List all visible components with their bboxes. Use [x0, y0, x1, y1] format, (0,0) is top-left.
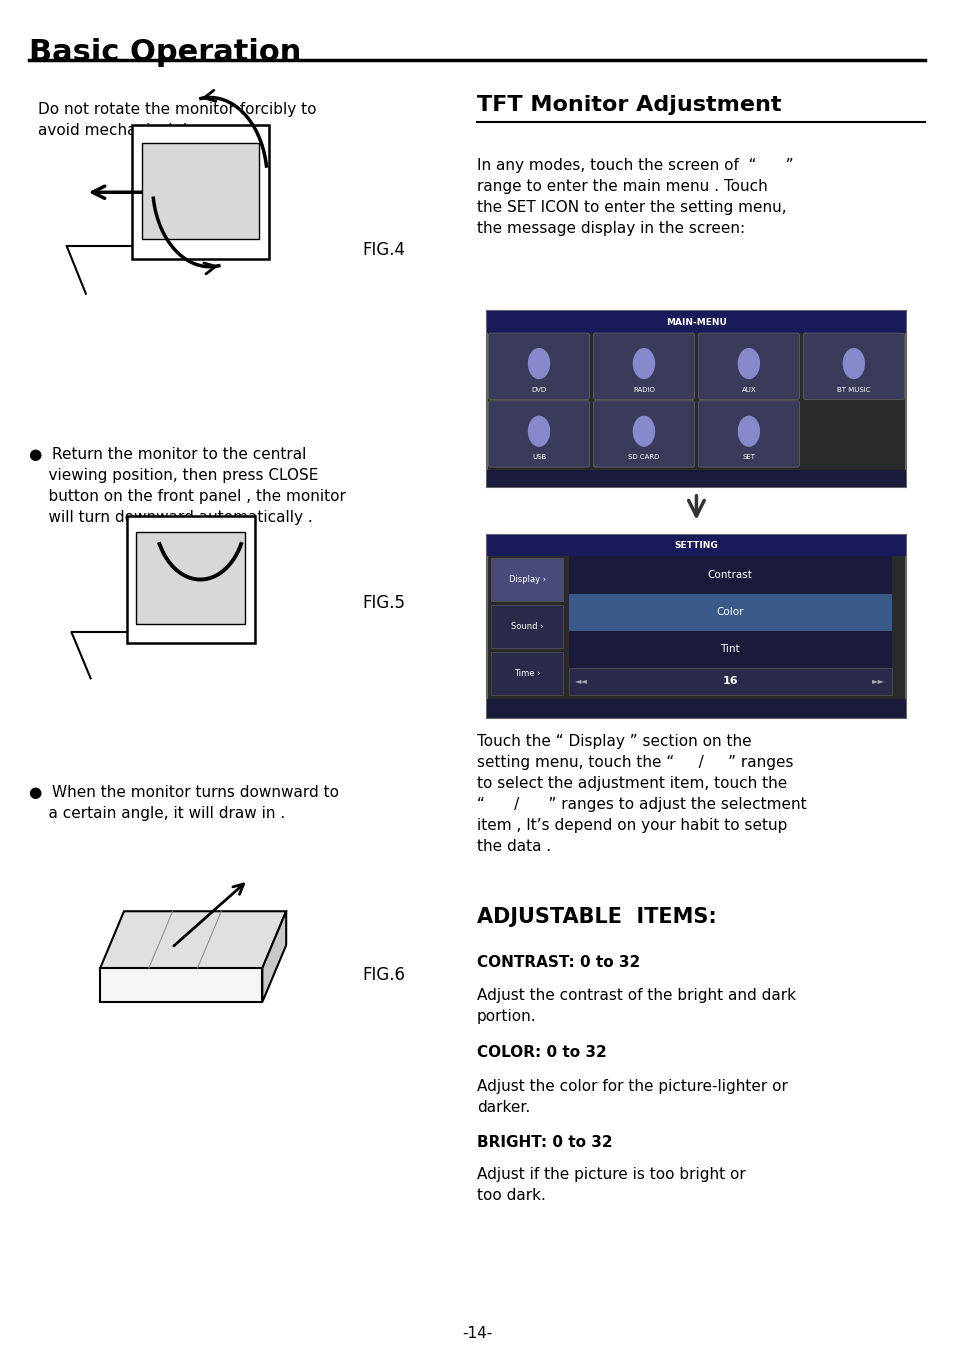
FancyBboxPatch shape: [136, 532, 245, 624]
Text: ●  When the monitor turns downward to
    a certain angle, it will draw in .: ● When the monitor turns downward to a c…: [29, 785, 338, 822]
FancyBboxPatch shape: [486, 535, 905, 718]
Text: Tint: Tint: [720, 645, 740, 654]
Text: ►►: ►►: [871, 677, 884, 685]
FancyBboxPatch shape: [142, 142, 258, 238]
Text: FIG.6: FIG.6: [362, 965, 405, 984]
FancyBboxPatch shape: [698, 401, 799, 467]
Circle shape: [633, 348, 654, 378]
Text: In any modes, touch the screen of  “      ”
range to enter the main menu . Touch: In any modes, touch the screen of “ ” ra…: [476, 158, 793, 237]
Text: RADIO: RADIO: [633, 387, 654, 393]
Text: FIG.4: FIG.4: [362, 241, 405, 260]
FancyBboxPatch shape: [491, 605, 562, 647]
FancyBboxPatch shape: [488, 401, 589, 467]
Text: Do not rotate the monitor forcibly to
avoid mechanical damage .: Do not rotate the monitor forcibly to av…: [38, 102, 316, 138]
Text: FIG.5: FIG.5: [362, 593, 405, 612]
Text: CONTRAST: 0 to 32: CONTRAST: 0 to 32: [476, 955, 639, 969]
FancyBboxPatch shape: [802, 333, 903, 399]
Circle shape: [633, 417, 654, 447]
Polygon shape: [100, 968, 262, 1002]
FancyBboxPatch shape: [568, 556, 891, 668]
FancyBboxPatch shape: [568, 593, 891, 631]
FancyBboxPatch shape: [486, 311, 905, 487]
Text: DVD: DVD: [531, 387, 546, 393]
FancyBboxPatch shape: [486, 311, 905, 333]
Text: SET: SET: [741, 455, 755, 460]
FancyBboxPatch shape: [486, 470, 905, 487]
Text: ◄◄: ◄◄: [575, 677, 588, 685]
Text: Time ›: Time ›: [514, 669, 539, 678]
FancyBboxPatch shape: [491, 558, 562, 601]
Text: 16: 16: [721, 676, 738, 686]
FancyBboxPatch shape: [486, 699, 905, 718]
Text: SETTING: SETTING: [674, 542, 718, 550]
Text: -14-: -14-: [461, 1326, 492, 1342]
Circle shape: [738, 348, 759, 378]
Text: Adjust if the picture is too bright or
too dark.: Adjust if the picture is too bright or t…: [476, 1167, 745, 1204]
Text: Basic Operation: Basic Operation: [29, 38, 301, 66]
Text: COLOR: 0 to 32: COLOR: 0 to 32: [476, 1045, 606, 1060]
FancyBboxPatch shape: [491, 651, 562, 695]
FancyBboxPatch shape: [486, 535, 905, 556]
Text: MAIN-MENU: MAIN-MENU: [665, 318, 726, 326]
Text: Touch the “ Display ” section on the
setting menu, touch the “     /     ” range: Touch the “ Display ” section on the set…: [476, 734, 806, 854]
Circle shape: [842, 348, 863, 378]
Circle shape: [528, 417, 549, 447]
FancyBboxPatch shape: [593, 401, 694, 467]
FancyBboxPatch shape: [568, 668, 891, 695]
Text: Contrast: Contrast: [707, 570, 752, 580]
Text: Sound ›: Sound ›: [510, 623, 543, 631]
Text: Adjust the contrast of the bright and dark
portion.: Adjust the contrast of the bright and da…: [476, 988, 795, 1025]
Text: SD CARD: SD CARD: [628, 455, 659, 460]
Text: USB: USB: [532, 455, 545, 460]
FancyBboxPatch shape: [488, 333, 589, 399]
Circle shape: [528, 348, 549, 378]
Text: Display ›: Display ›: [508, 575, 545, 585]
Circle shape: [738, 417, 759, 447]
Text: AUX: AUX: [740, 387, 756, 393]
Text: TFT Monitor Adjustment: TFT Monitor Adjustment: [476, 95, 781, 115]
Text: Color: Color: [716, 607, 743, 617]
Text: ●  Return the monitor to the central
    viewing position, then press CLOSE
    : ● Return the monitor to the central view…: [29, 447, 345, 525]
Text: BT MUSIC: BT MUSIC: [836, 387, 870, 393]
FancyBboxPatch shape: [127, 516, 254, 643]
FancyBboxPatch shape: [132, 126, 269, 259]
FancyBboxPatch shape: [698, 333, 799, 399]
Text: BRIGHT: 0 to 32: BRIGHT: 0 to 32: [476, 1135, 612, 1150]
FancyBboxPatch shape: [593, 333, 694, 399]
Text: ADJUSTABLE  ITEMS:: ADJUSTABLE ITEMS:: [476, 907, 716, 927]
Text: Adjust the color for the picture-lighter or
darker.: Adjust the color for the picture-lighter…: [476, 1079, 787, 1116]
Polygon shape: [100, 911, 286, 968]
Polygon shape: [262, 911, 286, 1002]
